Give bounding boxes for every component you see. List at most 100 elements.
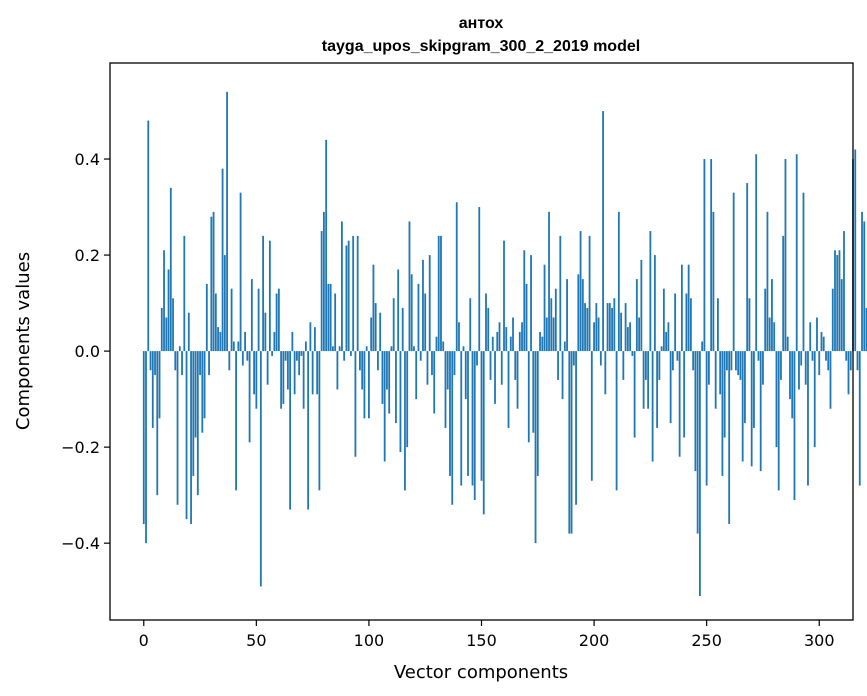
bar-114 [399, 351, 402, 452]
bar-187 [563, 341, 566, 352]
bar-270 [750, 351, 753, 467]
x-tick-label: 300 [804, 631, 835, 650]
bar-188 [566, 279, 568, 352]
y-axis-ticks: −0.4 −0.2 0.0 0.2 0.4 [61, 150, 110, 553]
bar-161 [505, 327, 508, 352]
bar-268 [746, 183, 749, 352]
bar-286 [786, 336, 789, 352]
bar-305 [829, 351, 832, 409]
bar-2 [147, 120, 150, 352]
bar-57 [271, 351, 274, 356]
bar-135 [446, 351, 449, 390]
bar-137 [451, 351, 454, 505]
bar-26 [201, 351, 204, 433]
bar-300 [818, 351, 821, 376]
bar-73 [307, 351, 310, 510]
bar-235 [671, 351, 674, 371]
bar-316 [854, 149, 857, 352]
bar-196 [584, 303, 586, 352]
bar-35 [221, 168, 224, 352]
bar-233 [667, 322, 670, 352]
bar-295 [807, 351, 809, 486]
bar-39 [230, 288, 233, 352]
bar-37 [226, 91, 228, 352]
bar-159 [500, 351, 503, 385]
bar-296 [809, 322, 812, 352]
bar-109 [388, 351, 391, 414]
bar-245 [694, 351, 697, 472]
bar-14 [174, 351, 177, 371]
bar-234 [669, 351, 672, 424]
bar-289 [793, 351, 796, 500]
bar-265 [739, 351, 742, 380]
chart-subtitle: tayga_upos_skipgram_300_2_2019 model [322, 38, 640, 55]
bar-228 [656, 351, 659, 428]
bar-3 [149, 351, 152, 371]
bar-113 [397, 269, 400, 352]
bar-306 [831, 288, 834, 352]
bar-179 [545, 317, 548, 352]
bar-318 [858, 351, 861, 486]
x-tick-label: 50 [246, 631, 266, 650]
bar-28 [205, 283, 208, 352]
bar-200 [593, 322, 595, 352]
bar-38 [228, 351, 231, 371]
bar-307 [834, 250, 836, 352]
bar-129 [433, 351, 436, 414]
bar-54 [264, 312, 267, 352]
bar-175 [536, 351, 539, 476]
bar-45 [244, 331, 246, 352]
bar-108 [386, 351, 388, 390]
bar-184 [557, 351, 559, 380]
bar-283 [780, 351, 782, 380]
bar-90 [345, 245, 348, 352]
bar-95 [356, 235, 359, 352]
bar-251 [708, 351, 710, 385]
bar-250 [705, 351, 708, 486]
bar-258 [723, 351, 726, 438]
bar-153 [487, 307, 490, 352]
bar-276 [764, 288, 767, 352]
bar-133 [442, 341, 445, 352]
bar-309 [838, 250, 841, 352]
x-tick-label: 200 [579, 631, 610, 650]
x-tick-label: 100 [354, 631, 385, 650]
bar-43 [239, 192, 242, 352]
bar-27 [203, 351, 206, 419]
bar-223 [644, 351, 647, 380]
bar-244 [692, 351, 695, 371]
bar-4 [151, 351, 154, 428]
bar-299 [816, 317, 818, 352]
bar-205 [604, 351, 607, 395]
bar-173 [532, 351, 535, 433]
bar-194 [579, 231, 582, 352]
bar-22 [192, 351, 195, 476]
bar-122 [417, 283, 420, 352]
bar-11 [167, 269, 170, 352]
x-tick-label: 150 [466, 631, 497, 650]
bar-61 [280, 351, 283, 409]
bar-164 [512, 317, 514, 352]
bar-259 [726, 351, 728, 371]
bar-269 [748, 298, 751, 352]
bar-132 [440, 235, 442, 352]
bar-257 [721, 351, 724, 476]
bars-group [142, 91, 867, 596]
bar-124 [422, 259, 424, 352]
bar-243 [689, 298, 692, 352]
bar-117 [406, 351, 409, 448]
bar-55 [266, 351, 269, 385]
bar-321 [865, 307, 867, 352]
bar-140 [458, 322, 460, 352]
bar-202 [597, 317, 600, 352]
bar-261 [730, 351, 733, 371]
bar-292 [800, 351, 803, 366]
bar-31 [212, 211, 215, 352]
bar-311 [843, 231, 845, 352]
y-tick-label: 0.4 [75, 150, 100, 169]
bar-242 [687, 264, 690, 352]
bar-160 [503, 240, 505, 352]
bar-78 [318, 351, 321, 491]
bar-169 [523, 250, 526, 352]
